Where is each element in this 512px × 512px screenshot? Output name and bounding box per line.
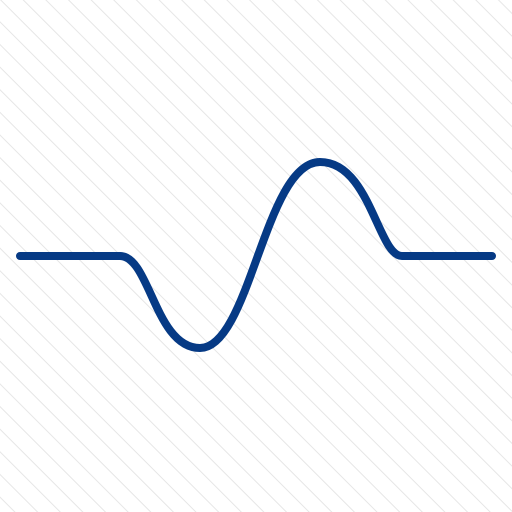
waveform-line xyxy=(16,158,496,352)
